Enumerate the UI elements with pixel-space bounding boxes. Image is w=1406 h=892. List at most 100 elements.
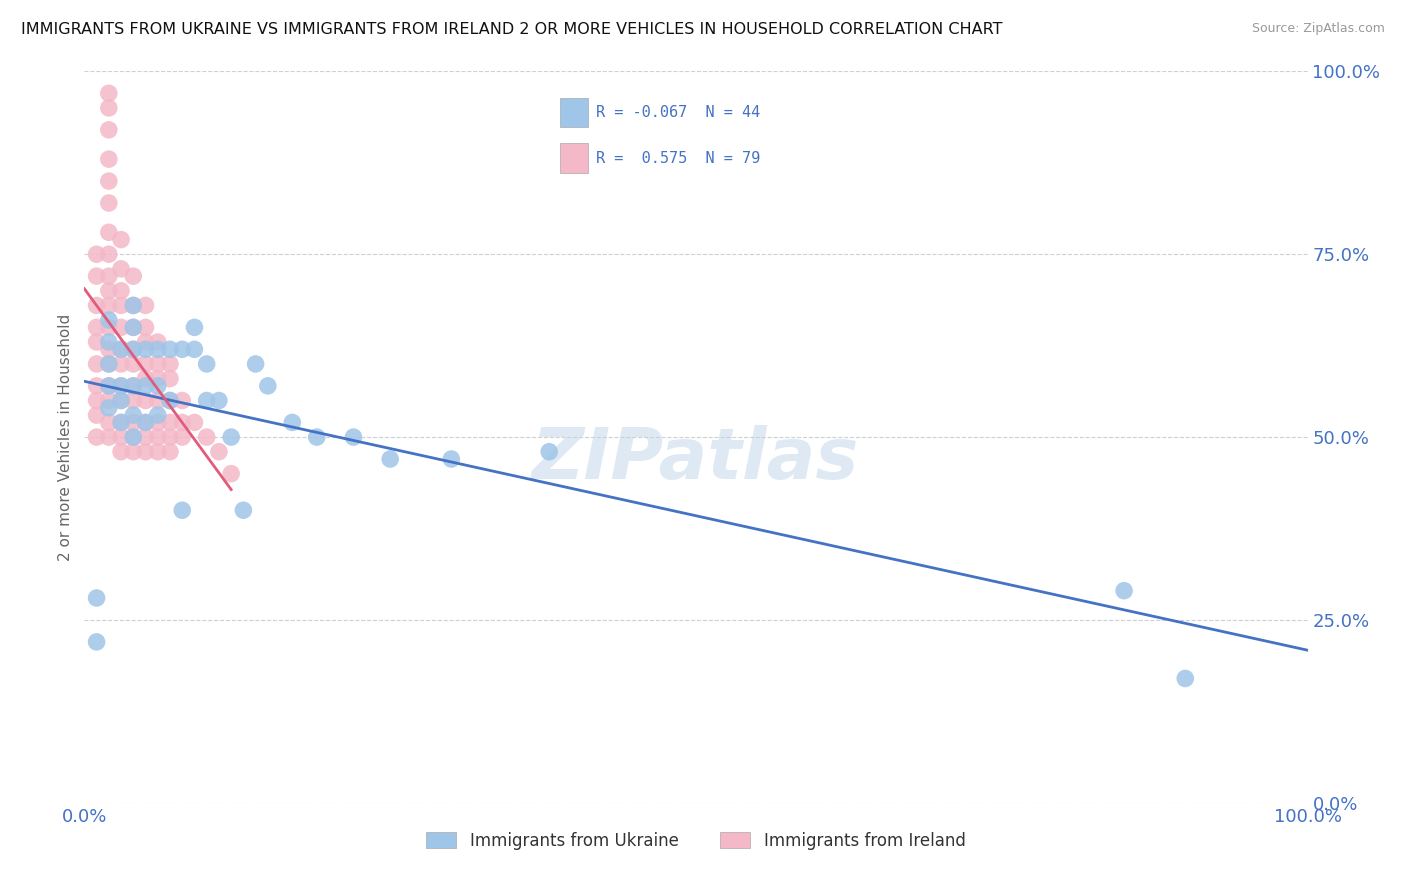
Point	[208, 444, 231, 458]
Point	[110, 416, 132, 430]
Point	[1174, 672, 1197, 686]
Point	[97, 284, 120, 298]
Point	[122, 416, 145, 430]
Point	[86, 320, 108, 334]
Point	[110, 430, 132, 444]
Point	[183, 320, 205, 334]
Point	[97, 379, 120, 393]
Text: IMMIGRANTS FROM UKRAINE VS IMMIGRANTS FROM IRELAND 2 OR MORE VEHICLES IN HOUSEHO: IMMIGRANTS FROM UKRAINE VS IMMIGRANTS FR…	[21, 22, 1002, 37]
Point	[122, 408, 145, 422]
Point	[538, 444, 561, 458]
Point	[159, 444, 181, 458]
Point	[86, 430, 108, 444]
Point	[159, 393, 181, 408]
Point	[97, 101, 120, 115]
Point	[159, 416, 181, 430]
Point	[208, 393, 231, 408]
Point	[122, 343, 145, 357]
Point	[110, 444, 132, 458]
Point	[86, 393, 108, 408]
Point	[122, 430, 145, 444]
Point	[195, 393, 218, 408]
Point	[110, 379, 132, 393]
Point	[122, 393, 145, 408]
Point	[97, 269, 120, 284]
Point	[172, 430, 194, 444]
Point	[232, 503, 254, 517]
Point	[380, 452, 402, 467]
Point	[146, 444, 169, 458]
Point	[305, 430, 328, 444]
Point	[159, 357, 181, 371]
Point	[97, 320, 120, 334]
Point	[97, 174, 120, 188]
Point	[110, 284, 132, 298]
Point	[86, 591, 108, 605]
Point	[97, 357, 120, 371]
Point	[122, 343, 145, 357]
Point	[122, 320, 145, 334]
Point	[281, 416, 304, 430]
Point	[146, 334, 169, 349]
Point	[97, 225, 120, 239]
Point	[97, 393, 120, 408]
Point	[97, 401, 120, 415]
Point	[219, 467, 242, 481]
Point	[122, 357, 145, 371]
Point	[146, 393, 169, 408]
Point	[110, 320, 132, 334]
Point	[97, 343, 120, 357]
Point	[135, 393, 157, 408]
Point	[86, 334, 108, 349]
Point	[97, 298, 120, 312]
Point	[86, 357, 108, 371]
Point	[135, 334, 157, 349]
Point	[97, 87, 120, 101]
Point	[135, 430, 157, 444]
Point	[97, 334, 120, 349]
Point	[172, 416, 194, 430]
Point	[97, 430, 120, 444]
Point	[110, 393, 132, 408]
Point	[97, 357, 120, 371]
Point	[135, 371, 157, 385]
Point	[159, 393, 181, 408]
Point	[135, 416, 157, 430]
Point	[110, 298, 132, 312]
Point	[146, 357, 169, 371]
Point	[97, 152, 120, 166]
Text: Source: ZipAtlas.com: Source: ZipAtlas.com	[1251, 22, 1385, 36]
Point	[257, 379, 280, 393]
Point	[86, 298, 108, 312]
Text: ZIPatlas: ZIPatlas	[533, 425, 859, 493]
Point	[122, 320, 145, 334]
Point	[97, 123, 120, 137]
Point	[146, 379, 169, 393]
Point	[110, 233, 132, 247]
Point	[135, 379, 157, 393]
Point	[97, 196, 120, 211]
Point	[122, 379, 145, 393]
Point	[97, 247, 120, 261]
Legend: Immigrants from Ukraine, Immigrants from Ireland: Immigrants from Ukraine, Immigrants from…	[420, 825, 972, 856]
Point	[86, 408, 108, 422]
Point	[97, 416, 120, 430]
Point	[135, 416, 157, 430]
Point	[195, 430, 218, 444]
Point	[122, 430, 145, 444]
Point	[122, 444, 145, 458]
Point	[245, 357, 267, 371]
Point	[146, 430, 169, 444]
Point	[86, 269, 108, 284]
Point	[342, 430, 364, 444]
Point	[159, 343, 181, 357]
Point	[97, 313, 120, 327]
Point	[146, 343, 169, 357]
Point	[172, 503, 194, 517]
Point	[172, 343, 194, 357]
Point	[110, 379, 132, 393]
Point	[135, 343, 157, 357]
Point	[440, 452, 463, 467]
Point	[110, 343, 132, 357]
Point	[146, 416, 169, 430]
